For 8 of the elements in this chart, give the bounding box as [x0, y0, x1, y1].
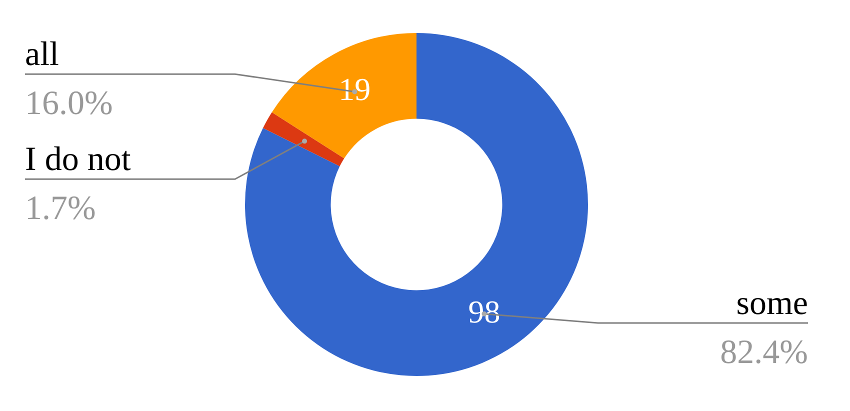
slice-label: I do not [25, 141, 132, 178]
text: 16.0% [25, 85, 113, 122]
text: 1.7% [25, 190, 96, 228]
data-label: 19 [338, 71, 371, 108]
slice-label: all [25, 36, 59, 74]
slice-label: some [736, 285, 808, 322]
data-label: 98 [468, 293, 500, 330]
text: 82.4% [720, 334, 808, 371]
